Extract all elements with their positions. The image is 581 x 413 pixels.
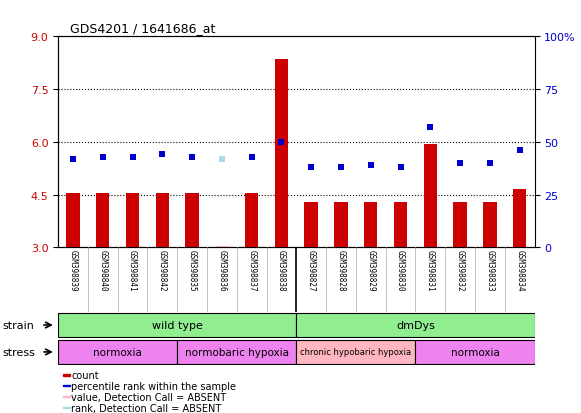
Text: normobaric hypoxia: normobaric hypoxia (185, 347, 289, 357)
Text: count: count (71, 370, 99, 380)
Text: dmDys: dmDys (396, 320, 435, 330)
Bar (63, 396, 70, 397)
Bar (296, 313, 535, 337)
Bar (177, 340, 296, 364)
Bar (215, 246, 228, 248)
Bar (58, 340, 177, 364)
Bar (415, 340, 535, 364)
Bar (96, 193, 109, 248)
Text: GSM398836: GSM398836 (217, 250, 227, 291)
Bar (483, 202, 497, 248)
Text: normoxia: normoxia (450, 347, 500, 357)
Bar (275, 60, 288, 248)
Text: GSM398840: GSM398840 (98, 250, 107, 291)
Bar (334, 202, 347, 248)
Text: stress: stress (3, 347, 36, 357)
Text: GSM398839: GSM398839 (69, 250, 77, 291)
Text: value, Detection Call = ABSENT: value, Detection Call = ABSENT (71, 392, 227, 402)
Text: GSM398835: GSM398835 (188, 250, 196, 291)
Text: GSM398831: GSM398831 (426, 250, 435, 291)
Text: GSM398834: GSM398834 (515, 250, 524, 291)
Bar (63, 385, 70, 387)
Text: normoxia: normoxia (93, 347, 142, 357)
Text: percentile rank within the sample: percentile rank within the sample (71, 381, 236, 391)
Text: GSM398832: GSM398832 (456, 250, 465, 291)
Text: GSM398837: GSM398837 (247, 250, 256, 291)
Text: GSM398828: GSM398828 (336, 250, 346, 291)
Text: chronic hypobaric hypoxia: chronic hypobaric hypoxia (300, 348, 411, 356)
Text: GSM398827: GSM398827 (307, 250, 315, 291)
Text: rank, Detection Call = ABSENT: rank, Detection Call = ABSENT (71, 403, 221, 413)
Bar (364, 202, 378, 248)
Bar (296, 340, 415, 364)
Text: GSM398841: GSM398841 (128, 250, 137, 291)
Text: GDS4201 / 1641686_at: GDS4201 / 1641686_at (70, 22, 215, 35)
Bar (513, 190, 526, 248)
Text: GSM398842: GSM398842 (158, 250, 167, 291)
Bar (185, 193, 199, 248)
Bar (245, 193, 259, 248)
Bar (63, 407, 70, 408)
Bar (304, 202, 318, 248)
Text: GSM398838: GSM398838 (277, 250, 286, 291)
Bar (453, 202, 467, 248)
Bar (394, 202, 407, 248)
Text: wild type: wild type (152, 320, 203, 330)
Text: GSM398833: GSM398833 (485, 250, 494, 291)
Bar (126, 193, 139, 248)
Bar (66, 193, 80, 248)
Bar (58, 313, 296, 337)
Text: GSM398830: GSM398830 (396, 250, 405, 291)
Text: strain: strain (3, 320, 35, 330)
Text: GSM398829: GSM398829 (366, 250, 375, 291)
Bar (424, 144, 437, 248)
Bar (156, 193, 169, 248)
